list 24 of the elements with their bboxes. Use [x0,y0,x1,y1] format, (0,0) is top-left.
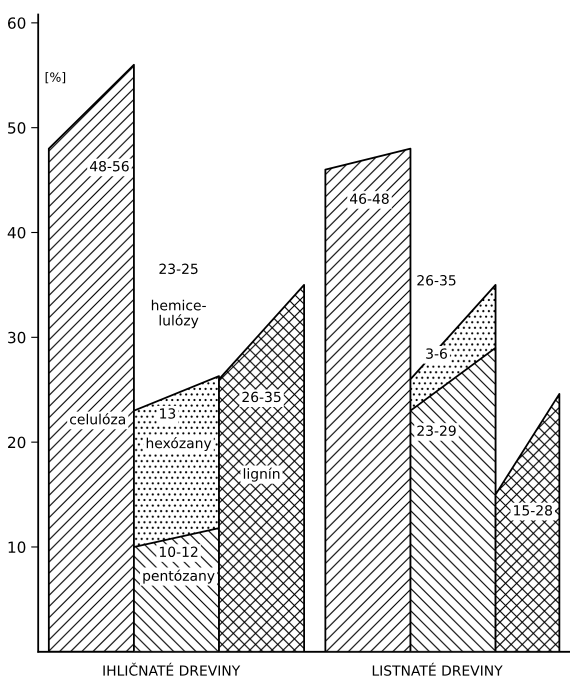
annotation: hexózany [146,437,212,452]
y-tick-label: 10 [8,541,26,553]
y-axis-title: [%] [46,72,66,84]
y-tick-label: 30 [8,332,26,344]
annotation: 10-12 [160,546,198,558]
y-tick-label: 40 [8,226,26,239]
annotation: 3-6 [426,348,447,359]
annotation: 23-25 [159,264,198,274]
annotation: 26-35 [242,392,281,402]
annotation: 15-28 [514,505,552,516]
annotation: celulóza [70,413,125,424]
annotation: lignín [244,468,280,482]
annotation: pentózany [143,570,215,584]
text: LISTNATÉ DREVINY [372,662,503,676]
text: IHLIČNATÉ DREVINY [103,662,240,676]
annotation: hemice- lulózy [152,300,206,328]
y-tick-label: 20 [8,436,26,448]
annotation: 13 [160,408,176,419]
annotation: 48-56 [90,160,129,172]
annotation: 46-48 [350,193,389,204]
annotation: 26-35 [417,275,456,286]
annotation: 23-29 [417,425,456,436]
y-tick-label: 60 [8,17,26,29]
y-tick-label: 50 [8,122,26,134]
